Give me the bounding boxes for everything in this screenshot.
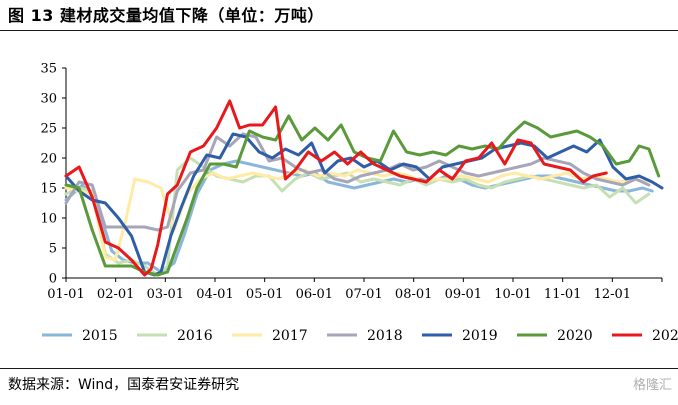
x-tick-label: 02-01: [97, 287, 134, 302]
x-tick-label: 08-01: [395, 287, 432, 302]
x-tick-label: 10-01: [494, 287, 531, 302]
legend-label-2021: 2021: [652, 328, 678, 344]
x-tick-label: 01-01: [47, 287, 84, 302]
x-tick-label: 04-01: [196, 287, 233, 302]
x-tick-label: 11-01: [544, 287, 581, 302]
legend-label-2019: 2019: [462, 328, 498, 344]
legend-label-2015: 2015: [82, 328, 118, 344]
y-tick-label: 5: [49, 242, 57, 257]
x-tick-label: 09-01: [445, 287, 482, 302]
y-tick-label: 30: [40, 92, 57, 107]
y-tick-label: 35: [40, 62, 57, 77]
chart-title: 图 13 建材成交量均值下降（单位：万吨）: [8, 6, 324, 25]
x-tick-label: 03-01: [147, 287, 184, 302]
legend-label-2020: 2020: [557, 328, 593, 344]
x-tick-label: 05-01: [246, 287, 283, 302]
legend-label-2018: 2018: [367, 328, 403, 344]
legend-label-2016: 2016: [177, 328, 213, 344]
watermark-logo: 格隆汇: [632, 378, 672, 393]
y-tick-label: 10: [40, 212, 57, 227]
legend-label-2017: 2017: [272, 328, 308, 344]
series-line-2020: [64, 114, 661, 277]
source-note: 数据来源：Wind，国泰君安证券研究: [8, 377, 240, 393]
x-tick-label: 12-01: [594, 287, 631, 302]
series-line-2018: [64, 132, 651, 232]
y-tick-label: 15: [40, 182, 57, 197]
y-tick-label: 25: [40, 122, 57, 137]
y-tick-label: 20: [40, 152, 57, 167]
x-tick-label: 07-01: [345, 287, 382, 302]
series-line-2019: [64, 132, 664, 277]
title-divider: [0, 30, 678, 31]
footer-divider: [0, 368, 678, 369]
y-tick-label: 0: [49, 272, 57, 287]
x-tick-label: 06-01: [296, 287, 333, 302]
chart-series-layer: [64, 99, 664, 277]
chart-legend: 2015 2016 2017 2018 2019 2020 2021: [42, 328, 678, 344]
series-line-2017: [64, 168, 648, 262]
series-line-2021: [64, 99, 608, 277]
chart-axes: 0 5 10 15 20 25 30 35 01-01 02-01 03-01 04-01 05-01 0…: [40, 62, 663, 302]
